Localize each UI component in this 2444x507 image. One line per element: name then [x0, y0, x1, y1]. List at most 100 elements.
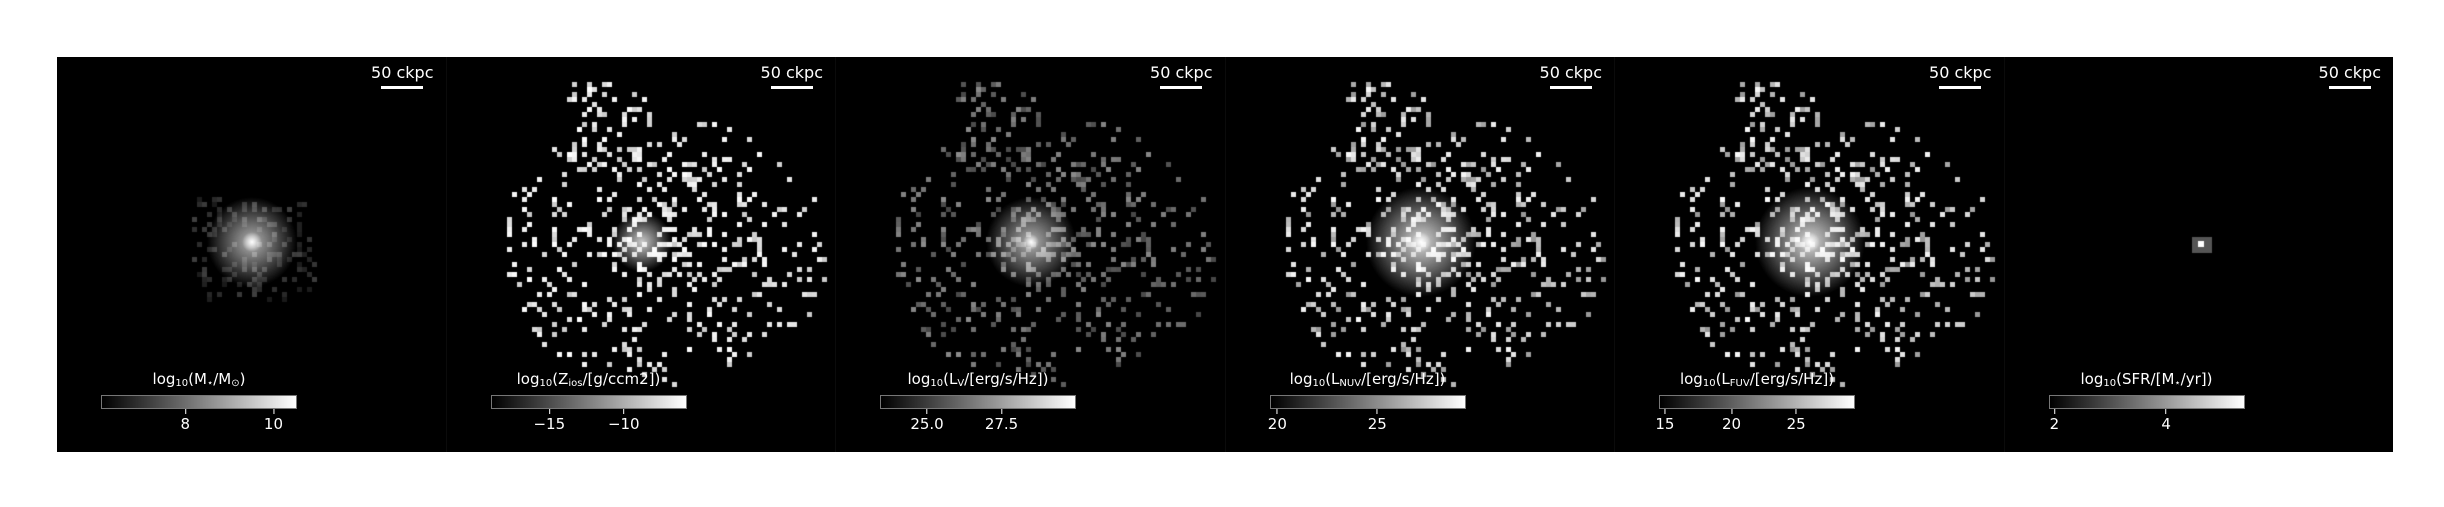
scale-bar-line	[770, 86, 813, 89]
colorbar-gradient	[490, 395, 687, 409]
colorbar-title-mid: (L	[943, 370, 958, 388]
colorbar-title-post: /[erg/s/Hz])	[1749, 370, 1835, 388]
scale-bar-line	[1549, 86, 1592, 89]
tick-mark	[1376, 409, 1378, 414]
colorbar-tick: 10	[264, 409, 283, 433]
colorbar-tick: 4	[2161, 409, 2171, 433]
tick-label: 25	[1367, 415, 1387, 433]
tick-mark	[623, 409, 625, 414]
colorbar: log10(LV/[erg/s/Hz]) 25.0 27.5	[880, 370, 1076, 433]
colorbar-title-base: 10	[2103, 378, 2117, 389]
colorbar-tick: −10	[608, 409, 640, 433]
colorbar-title-post: /[g/ccm	[582, 370, 640, 388]
map-image	[836, 57, 1225, 452]
colorbar-title-pre: log	[516, 370, 540, 388]
tick-mark	[1795, 409, 1797, 414]
colorbar-tick: 25	[1368, 409, 1387, 433]
tick-label: 25	[1786, 415, 1806, 433]
scale-bar: 50 ckpc	[1540, 63, 1602, 89]
colorbar-title: log10(M⋆/M⊙)	[101, 370, 297, 389]
colorbar-tick: 20	[1722, 409, 1741, 433]
colorbar-title-pre: log	[152, 370, 176, 388]
map-image	[446, 57, 835, 452]
tick-label: 20	[1721, 415, 1742, 433]
colorbar-title-pre: log	[1679, 370, 1703, 388]
colorbar-title-sub: FUV	[1729, 378, 1750, 389]
map-panel-3: 50 ckpc log10(LV/[erg/s/Hz]) 25.0 27.5	[835, 57, 1225, 452]
colorbar: log10(LFUV/[erg/s/Hz]) 15 20 25	[1655, 370, 1855, 433]
map-panel-1: 50 ckpc log10(M⋆/M⊙) 8 10	[57, 57, 446, 452]
colorbar-tick: 25.0	[910, 409, 944, 433]
colorbar-title-sub2: ⊙	[231, 378, 240, 389]
tick-label: 27.5	[984, 415, 1019, 433]
scale-bar-line	[1939, 86, 1982, 89]
colorbar-title-sub: ⋆	[2174, 378, 2181, 389]
tick-label: 2	[2049, 415, 2060, 433]
colorbar-ticks: 8 10	[101, 409, 297, 433]
colorbar-gradient	[1269, 395, 1466, 409]
colorbar-title-post: /M	[213, 370, 232, 388]
tick-mark	[1664, 409, 1666, 414]
colorbar-tick: 27.5	[985, 409, 1018, 433]
colorbar-title-post: /yr])	[2180, 370, 2213, 388]
colorbar-title: log10(LV/[erg/s/Hz])	[880, 370, 1076, 389]
scale-bar-line	[381, 86, 424, 89]
scale-bar-label: 50 ckpc	[1539, 63, 1602, 82]
colorbar-gradient	[2048, 395, 2245, 409]
colorbar-title: log10(LFUV/[erg/s/Hz])	[1659, 370, 1855, 389]
map-panel-2: 50 ckpc log10(Zios/[g/ccm2]) −15 −10	[445, 57, 835, 452]
colorbar-title: log10(LNUV/[erg/s/Hz])	[1270, 370, 1466, 389]
colorbar-ticks: 20 25	[1268, 409, 1466, 433]
scale-bar: 50 ckpc	[371, 63, 434, 89]
colorbar-title-sub: NUV	[1339, 378, 1362, 389]
tick-mark	[1001, 409, 1003, 414]
colorbar-title-base: 10	[1312, 378, 1326, 389]
tick-mark	[2165, 409, 2167, 414]
colorbar-title: log10(SFR/[M⋆/yr])	[2049, 370, 2245, 389]
tick-label: −10	[607, 415, 640, 433]
colorbar-title-base: 10	[175, 378, 189, 389]
colorbar-title-sub: ios	[568, 378, 583, 389]
tick-mark	[548, 409, 550, 414]
image-strip: 50 ckpc log10(M⋆/M⊙) 8 10 50 ckpc log10(Zios/…	[57, 57, 2393, 452]
tick-label: −15	[533, 415, 566, 433]
colorbar-title-post: /[erg/s/Hz])	[1361, 370, 1446, 388]
colorbar-title-base: 10	[1702, 378, 1716, 389]
scale-bar-label: 50 ckpc	[371, 63, 434, 82]
colorbar-tick: 2	[2049, 409, 2060, 433]
scale-bar-line	[2328, 86, 2371, 89]
colorbar-tick: 25	[1787, 409, 1806, 433]
tick-mark	[184, 409, 186, 414]
colorbar-title-mid: (SFR/[M	[2116, 370, 2175, 388]
scale-bar: 50 ckpc	[761, 63, 823, 89]
colorbar-title-post: /[erg/s/Hz])	[964, 370, 1049, 388]
colorbar-title-base: 10	[539, 378, 553, 389]
map-panel-4: 50 ckpc log10(LNUV/[erg/s/Hz]) 20 25	[1224, 57, 1614, 452]
scale-bar-line	[1160, 86, 1203, 89]
colorbar-ticks: 15 20 25	[1655, 409, 1855, 433]
colorbar-title-mid: (L	[1715, 370, 1730, 388]
colorbar-gradient	[1659, 395, 1855, 409]
colorbar-tick: 20	[1268, 409, 1287, 433]
map-image	[1615, 57, 2004, 452]
colorbar: log10(Zios/[g/ccm2]) −15 −10	[490, 370, 687, 433]
tick-label: 15	[1655, 415, 1675, 433]
colorbar-title-mid: (M	[188, 370, 207, 388]
colorbar-gradient	[101, 395, 297, 409]
scale-bar: 50 ckpc	[1150, 63, 1213, 89]
colorbar-title-pre: log	[907, 370, 931, 388]
colorbar-tick: −15	[533, 409, 565, 433]
tick-mark	[2053, 409, 2055, 414]
colorbar-title: log10(Zios/[g/ccm2])	[491, 370, 687, 389]
colorbar-gradient	[880, 395, 1076, 409]
colorbar-title-base: 10	[930, 378, 944, 389]
map-image	[1225, 57, 1614, 452]
colorbar-title-pre: log	[1289, 370, 1313, 388]
colorbar: log10(M⋆/M⊙) 8 10	[101, 370, 297, 433]
scale-bar: 50 ckpc	[1929, 63, 1992, 89]
colorbar-title-end: )	[239, 370, 246, 388]
colorbar-ticks: −15 −10	[491, 409, 687, 433]
tick-mark	[1276, 409, 1278, 414]
colorbar-title-mid: (Z	[552, 370, 569, 388]
